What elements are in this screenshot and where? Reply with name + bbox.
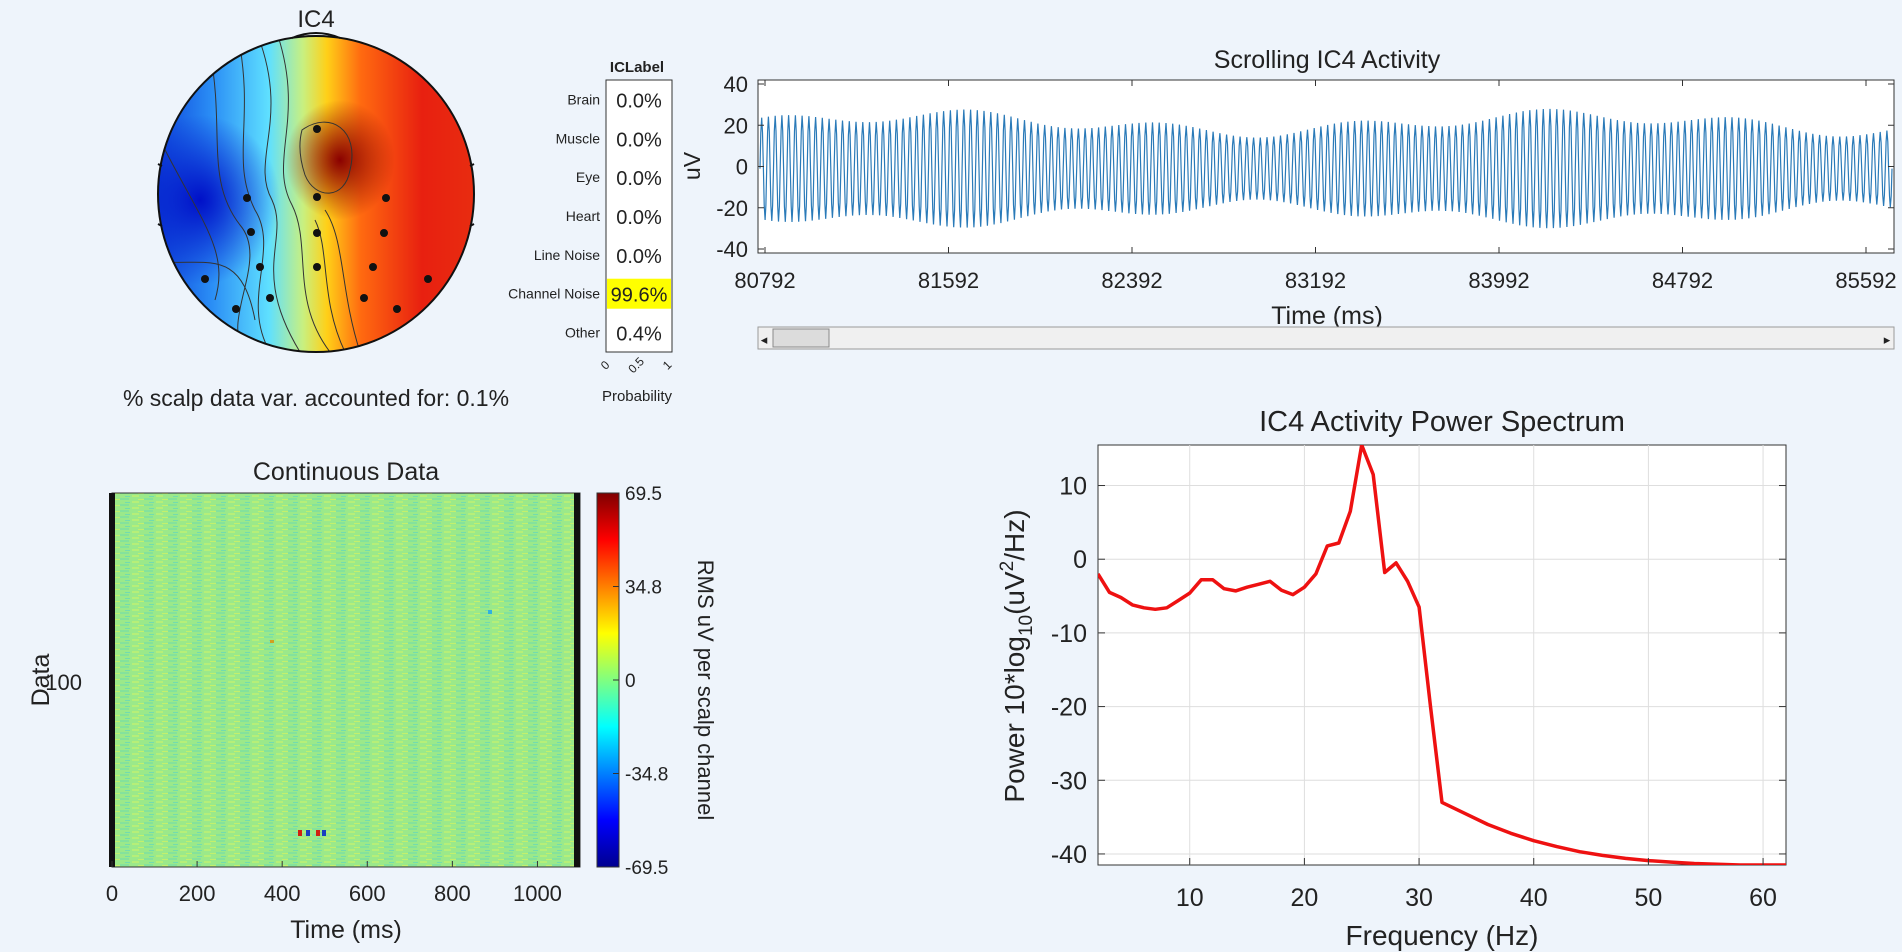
psd-title: IC4 Activity Power Spectrum <box>1259 406 1625 438</box>
scroll-ylabel: uV <box>679 151 705 180</box>
nose <box>291 32 341 39</box>
psd-ytick-label: -10 <box>1051 620 1087 648</box>
psd-ytick-label: 0 <box>1073 546 1087 574</box>
iclabel-class-label: Muscle <box>556 130 601 146</box>
continuous-xtick-label: 400 <box>264 881 301 906</box>
iclabel-tick: 0 <box>598 358 613 373</box>
colorbar-tick-label: -69.5 <box>625 858 668 879</box>
scroll-xtick-label: 83192 <box>1285 268 1346 293</box>
continuous-ylabel: Data <box>27 654 55 707</box>
psd-ytick-label: 10 <box>1059 473 1087 501</box>
iclabel-value: 0.0% <box>616 90 662 112</box>
iclabel-class-label: Other <box>565 325 600 341</box>
psd-series-line <box>1098 445 1786 865</box>
scroll-xtick-label: 83992 <box>1468 268 1529 293</box>
scroll-xtick-label: 84792 <box>1652 268 1713 293</box>
psd-xtick-label: 20 <box>1290 884 1318 912</box>
scrollbar-track[interactable] <box>757 326 1895 350</box>
time-scrollbar[interactable]: ◂ ▸ <box>757 326 1895 350</box>
left-boundary <box>109 493 115 867</box>
scroll-ytick-label: 0 <box>736 155 748 180</box>
continuous-image <box>111 492 581 868</box>
iclabel-value: 0.0% <box>616 129 662 151</box>
iclabel-value: 0.4% <box>616 324 662 346</box>
psd-ytick-label: -40 <box>1051 841 1087 869</box>
scroll-xtick-label: 82392 <box>1101 268 1162 293</box>
electrodes <box>201 125 432 313</box>
scroll-xtick-label: 81592 <box>918 268 979 293</box>
iclabel-panel: ICLabel Brain 0.0% Muscle 0.0% Eye 0.0% Heart 0… <box>508 59 675 405</box>
scroll-ytick-label: 40 <box>724 72 748 97</box>
right-boundary <box>574 493 580 867</box>
head-outline <box>157 35 475 353</box>
scrollbar-thumb[interactable] <box>772 328 830 348</box>
psd-xtick-label: 10 <box>1176 884 1204 912</box>
topo-title: IC4 <box>297 6 334 33</box>
scroll-ytick-label: -20 <box>716 196 748 221</box>
iclabel-value: 0.0% <box>616 207 662 229</box>
iclabel-xlabel: Probability <box>602 388 673 405</box>
psd-axes <box>1097 444 1787 866</box>
colorbar-tick-label: 0 <box>625 671 636 692</box>
psd-ytick-label: -20 <box>1051 694 1087 722</box>
topoplot: IC4 % scalp data var. accounted for <box>123 6 509 411</box>
iclabel-class-label: Channel Noise <box>508 286 600 302</box>
scalp-map <box>158 36 474 352</box>
scroll-right-arrow[interactable]: ▸ <box>1884 332 1891 347</box>
iclabel-tick: 1 <box>660 358 675 373</box>
continuous-data-panel: Continuous Data 100 Data 0 200 400 600 800 10… <box>27 458 718 944</box>
scroll-xlabel: Time (ms) <box>1271 302 1383 330</box>
continuous-xtick-label: 600 <box>349 881 386 906</box>
psd-xtick-label: 60 <box>1749 884 1777 912</box>
continuous-title: Continuous Data <box>253 458 439 486</box>
psd-xtick-label: 30 <box>1405 884 1433 912</box>
colorbar-tick-label: 69.5 <box>625 484 662 505</box>
iclabel-value: 99.6% <box>611 285 668 307</box>
continuous-xtick-label: 1000 <box>513 881 562 906</box>
iclabel-highlight <box>607 278 671 309</box>
iclabel-title: ICLabel <box>610 59 664 76</box>
scroll-ytick-label: -40 <box>716 237 748 262</box>
scroll-xtick-label: 85592 <box>1835 268 1896 293</box>
iclabel-value: 0.0% <box>616 168 662 190</box>
continuous-xtick-label: 0 <box>106 881 118 906</box>
activity-trace <box>759 108 1893 229</box>
psd-xlabel: Frequency (Hz) <box>1346 920 1539 951</box>
scroll-left-arrow[interactable]: ◂ <box>761 332 768 347</box>
artifact-marks <box>270 610 492 836</box>
iclabel-class-label: Heart <box>566 208 600 224</box>
colorbar-tick-label: -34.8 <box>625 765 668 786</box>
scrolling-activity-panel: Scrolling IC4 Activity 40 20 0 -20 -40 80792… <box>679 46 1897 350</box>
iclabel-class-label: Line Noise <box>534 247 600 263</box>
colorbar-label: RMS uV per scalp channel <box>693 560 718 820</box>
psd-ytick-label: -30 <box>1051 767 1087 795</box>
variance-caption: % scalp data var. accounted for: 0.1% <box>123 385 509 411</box>
power-spectrum-panel: IC4 Activity Power Spectrum 10 20 30 40 50 60… <box>997 406 1787 951</box>
iclabel-class-label: Brain <box>567 91 600 107</box>
continuous-xtick-label: 800 <box>434 881 471 906</box>
scroll-title: Scrolling IC4 Activity <box>1214 46 1441 74</box>
iclabel-tick: 0.5 <box>625 354 647 376</box>
scroll-ytick-label: 20 <box>724 113 748 138</box>
psd-ylabel: Power 10*log10(uV2/Hz) <box>997 509 1037 802</box>
ears <box>157 163 475 227</box>
iclabel-value: 0.0% <box>616 246 662 268</box>
iclabel-class-label: Eye <box>576 169 600 185</box>
continuous-xtick-label: 200 <box>179 881 216 906</box>
psd-xtick-label: 40 <box>1520 884 1548 912</box>
scroll-xtick-label: 80792 <box>734 268 795 293</box>
continuous-xlabel: Time (ms) <box>290 916 402 944</box>
continuous-ytick: 100 <box>45 670 82 695</box>
colorbar-tick-label: 34.8 <box>625 578 662 599</box>
psd-xtick-label: 50 <box>1634 884 1662 912</box>
